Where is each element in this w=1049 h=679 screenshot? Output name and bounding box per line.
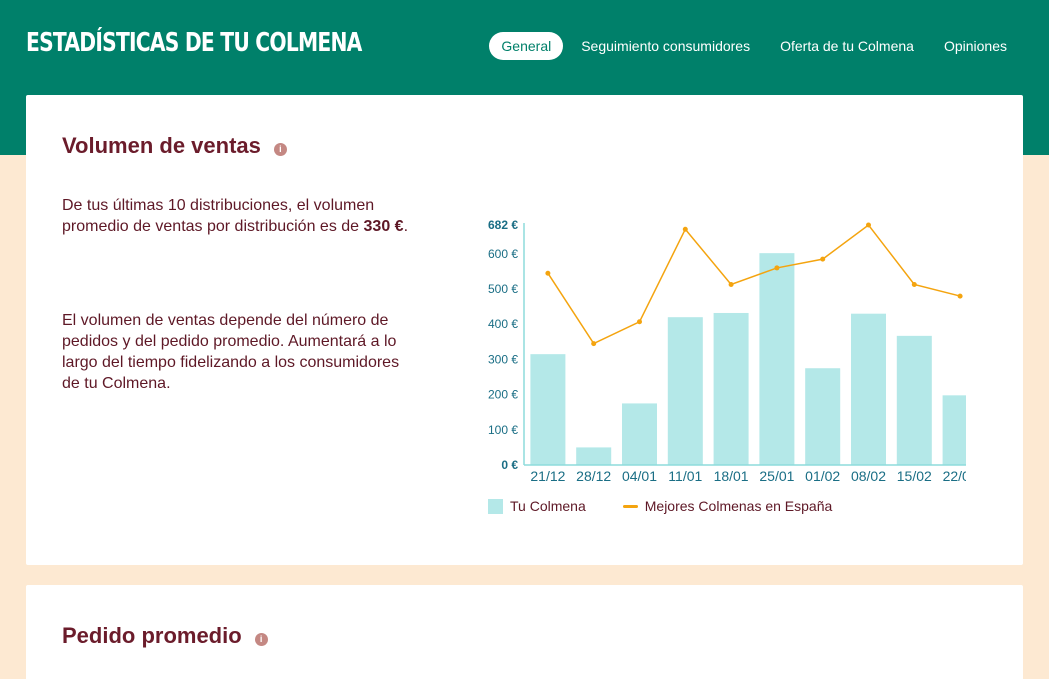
- summary-suffix: .: [403, 218, 409, 235]
- pedido-card: Pedido promedio i: [26, 585, 1023, 679]
- x-tick-label: 15/02: [897, 468, 932, 484]
- x-tick-label: 18/01: [714, 468, 749, 484]
- bar: [622, 403, 657, 465]
- line-point: [728, 281, 734, 287]
- volumen-card: Volumen de ventas i De tus últimas 10 di…: [26, 95, 1023, 565]
- y-tick-label: 100 €: [488, 423, 518, 437]
- line-point: [820, 256, 826, 262]
- bar: [713, 312, 749, 465]
- legend-label-line: Mejores Colmenas en España: [644, 498, 833, 514]
- y-tick-label: 400 €: [488, 317, 518, 331]
- x-tick-label: 28/12: [576, 468, 611, 484]
- summary-value: 330 €: [363, 218, 404, 235]
- line-point: [682, 226, 688, 232]
- volumen-explanation: El volumen de ventas depende del número …: [62, 312, 400, 392]
- x-tick-label: 22/02: [943, 468, 966, 484]
- bar: [942, 395, 966, 465]
- y-tick-label: 300 €: [488, 352, 518, 366]
- pedido-title-text: Pedido promedio: [62, 623, 242, 648]
- y-tick-label: 600 €: [488, 247, 518, 261]
- main-nav: General Seguimiento consumidores Oferta …: [489, 32, 1019, 60]
- summary-text: De tus últimas 10 distribuciones, el vol…: [62, 197, 375, 235]
- legend-swatch-bars: [488, 498, 503, 514]
- line-point: [545, 270, 551, 276]
- line-point: [957, 293, 963, 299]
- info-icon[interactable]: i: [254, 632, 268, 646]
- app-title: ESTADÍSTICAS DE TU COLMENA: [26, 28, 362, 58]
- bar: [667, 317, 703, 465]
- volumen-section-title: Volumen de ventas i: [62, 133, 287, 159]
- info-icon[interactable]: i: [273, 142, 287, 156]
- x-tick-label: 08/02: [851, 468, 886, 484]
- x-tick-label: 01/02: [805, 468, 840, 484]
- bar: [530, 354, 566, 465]
- ventas-chart: 0 € 100 € 200 € 300 € 400 € 500 € 600 € 682 € 21…: [488, 218, 966, 484]
- y-tick-label: 682 €: [488, 218, 518, 232]
- line-series: [547, 223, 961, 345]
- line-point: [774, 265, 780, 271]
- volumen-summary: De tus últimas 10 distribuciones, el vol…: [62, 195, 422, 237]
- bar: [851, 313, 886, 465]
- tab-seguimiento-consumidores[interactable]: Seguimiento consumidores: [581, 38, 751, 54]
- x-tick-label: 25/01: [759, 468, 794, 484]
- tab-oferta[interactable]: Oferta de tu Colmena: [780, 38, 914, 54]
- volumen-title-text: Volumen de ventas: [62, 133, 261, 158]
- x-tick-label: 21/12: [530, 468, 565, 484]
- pedido-section-title: Pedido promedio i: [62, 623, 268, 649]
- legend-swatch-line: [622, 504, 638, 508]
- line-point: [637, 319, 642, 325]
- bar: [805, 368, 841, 465]
- chart-legend: Tu Colmena Mejores Colmenas en España: [488, 498, 832, 514]
- line-point: [591, 341, 597, 347]
- legend-label-bars: Tu Colmena: [510, 498, 586, 514]
- bar: [576, 447, 612, 465]
- x-tick-label: 11/01: [668, 468, 702, 484]
- line-point: [866, 222, 871, 228]
- tab-general[interactable]: General: [489, 32, 564, 60]
- x-tick-label: 04/01: [622, 468, 657, 484]
- y-tick-label: 0 €: [501, 458, 518, 472]
- bar: [896, 335, 932, 465]
- y-tick-label: 200 €: [488, 388, 518, 402]
- line-point: [911, 281, 917, 287]
- bar: [759, 253, 795, 465]
- tab-opiniones[interactable]: Opiniones: [943, 38, 1007, 54]
- y-tick-label: 500 €: [488, 282, 518, 296]
